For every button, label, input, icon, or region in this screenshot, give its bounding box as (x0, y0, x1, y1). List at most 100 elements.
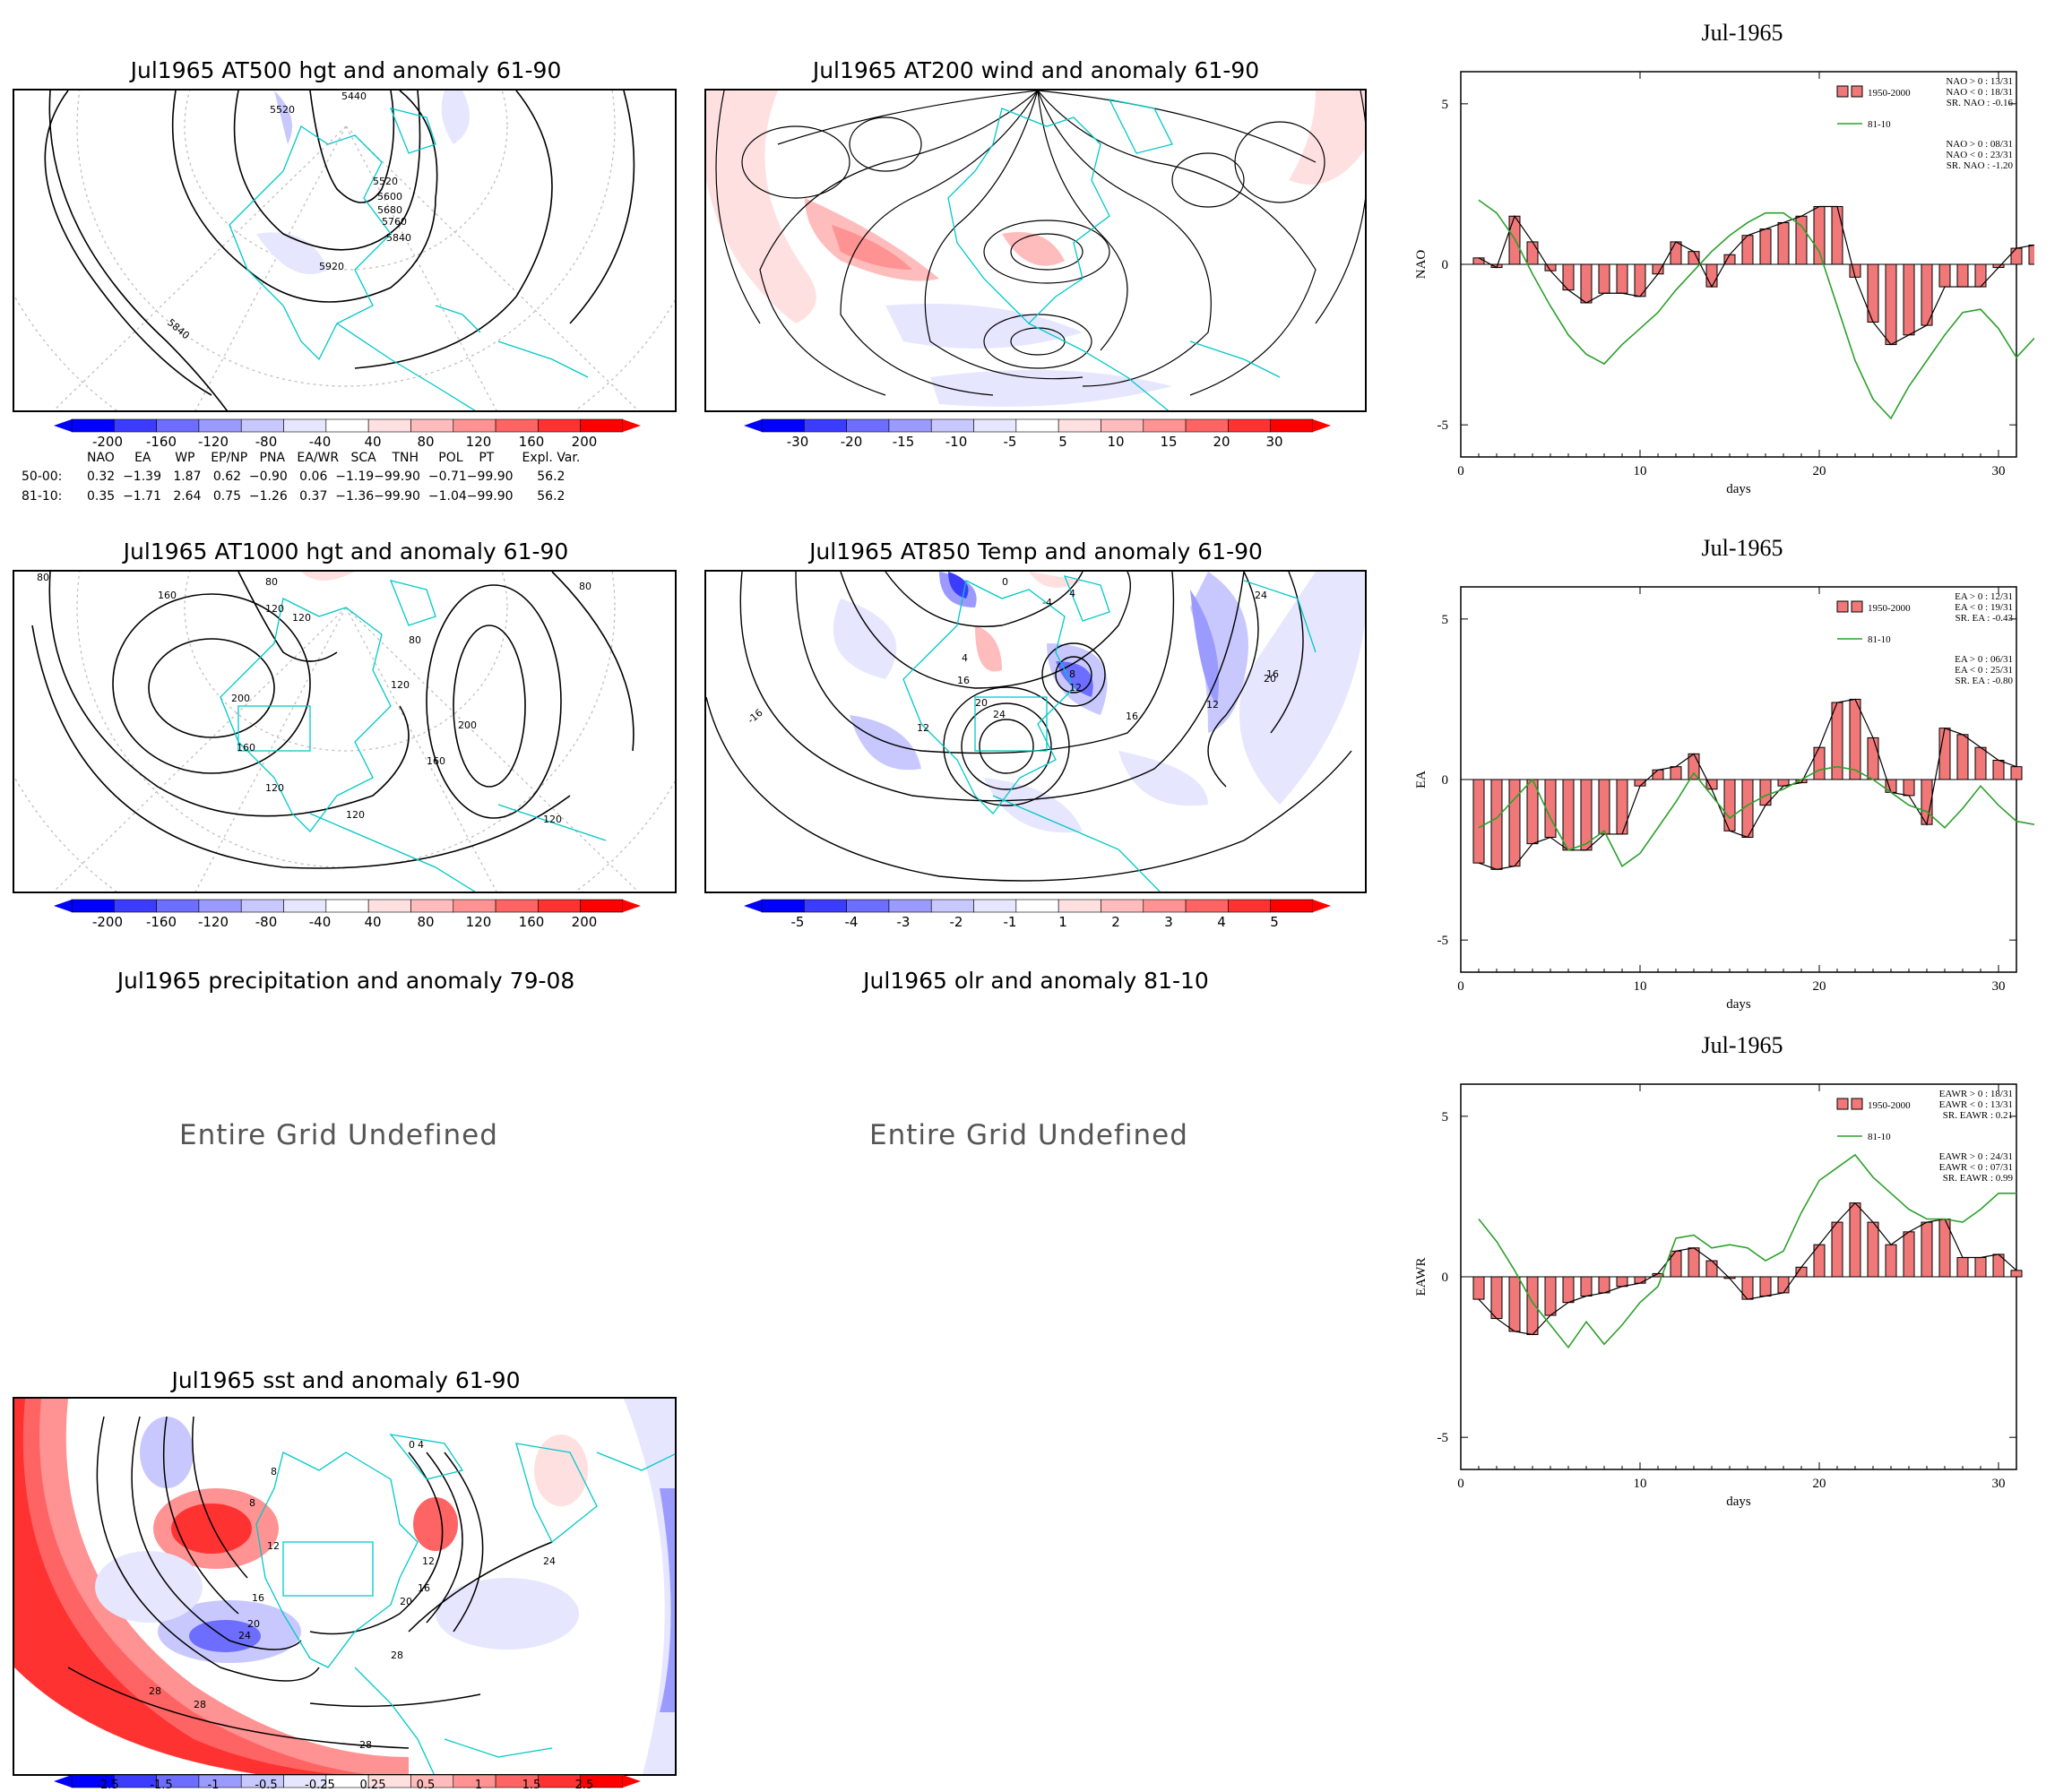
colorbar-swatch (495, 899, 539, 913)
legend-label-bar: 1950-2000 (1868, 88, 1911, 99)
contour-label: 5520 (373, 176, 398, 187)
map-at200-graphic (706, 90, 1365, 410)
x-axis-label: days (1726, 1495, 1751, 1509)
y-tick-label: 5 (1442, 613, 1449, 627)
map-title-olr: Jul1965 olr and anomaly 81-10 (863, 968, 1209, 994)
contour-label: 12 (422, 1555, 435, 1567)
legend-stat: EAWR > 0 : 18/31 (1939, 1089, 2013, 1099)
bar (1938, 728, 1951, 780)
contour-label: 120 (292, 612, 311, 624)
bar (1938, 263, 1951, 288)
bar (1526, 241, 1539, 265)
map-at500-graphic: 5440 5520 5520 5600 5680 5760 5840 5920 … (14, 90, 675, 410)
contour-label: 12 (267, 1540, 280, 1552)
legend-stat: SR. EA : -0.43 (1955, 613, 2014, 624)
map-title-at1000: Jul1965 AT1000 hgt and anomaly 61-90 (123, 538, 569, 564)
contour-label: 24 (238, 1630, 251, 1641)
bar (1759, 1276, 1772, 1297)
bar (1956, 263, 1969, 288)
colorbar-swatch (1270, 418, 1314, 433)
colorbar-swatch (367, 418, 411, 433)
colorbar-swatch (1143, 899, 1187, 913)
x-tick-label: 30 (1992, 464, 2006, 478)
colorbar-tick: 30 (1265, 434, 1283, 450)
contour-label: 24 (543, 1555, 556, 1567)
bar (1526, 1276, 1539, 1335)
bar (1472, 779, 1485, 864)
contour-label: 12 (1069, 682, 1082, 694)
chart-title-eawr: Jul-1965 (1701, 1032, 1783, 1058)
bar (1562, 1276, 1575, 1304)
contour-label: 16 (1266, 668, 1279, 680)
colorbar-tick: 1 (474, 1779, 483, 1792)
colorbar-tick: -1 (207, 1779, 220, 1792)
bar (1777, 1276, 1790, 1294)
colorbar-swatch (71, 899, 115, 913)
map-at850: 0 -4 4 4 8 12 16 20 24 12 16 20 24 16 12… (704, 570, 1367, 893)
colorbar-swatch (114, 418, 157, 433)
colorbar-hgt-1 (54, 418, 641, 433)
colorbar-tick: 1 (1058, 914, 1067, 930)
chart-title-ea: Jul-1965 (1701, 535, 1783, 561)
contour-label: 12 (1206, 699, 1219, 711)
chart-title-nao: Jul-1965 (1701, 20, 1783, 46)
legend-label-line: 81-10 (1868, 1132, 1891, 1142)
colorbar-swatch (804, 899, 847, 913)
colorbar-swatch (240, 899, 284, 913)
colorbar-tick: 2.5 (574, 1779, 594, 1792)
bar (1777, 221, 1790, 265)
y-tick-label: -5 (1437, 934, 1449, 948)
bar (1508, 779, 1521, 867)
bar (1508, 1276, 1521, 1332)
bar (1580, 1276, 1593, 1297)
legend-stat: SR. EAWR : 0.21 (1943, 1110, 2013, 1121)
colorbar-tick: 200 (571, 914, 598, 930)
contour-label: 24 (993, 709, 1006, 720)
bar (1759, 228, 1772, 265)
bar (1885, 263, 1897, 346)
legend-stat: SR. EAWR : 0.99 (1943, 1173, 2014, 1184)
x-tick-label: 30 (1992, 979, 2006, 994)
bar (1490, 779, 1503, 870)
colorbar-tick: -80 (255, 914, 278, 930)
colorbar-tick: 40 (364, 914, 382, 930)
map-at850-graphic: 0 -4 4 4 8 12 16 20 24 12 16 20 24 16 12… (706, 572, 1365, 892)
contour-label: 0 (409, 1439, 415, 1451)
chart-eawr: 5 0 -5 0 10 20 30 days EAWR 1950-2000 81-10 EAWR > … (1414, 1083, 2023, 1509)
colorbar-swatch (1015, 418, 1059, 433)
colorbar-swatch (1101, 418, 1144, 433)
contour-label: 80 (409, 634, 421, 646)
colorbar-swatch (930, 899, 974, 913)
x-tick-label: 10 (1634, 1477, 1647, 1491)
bar (1956, 734, 1969, 780)
bar (1580, 263, 1593, 304)
bar-outline-line (1478, 205, 2034, 346)
series-line-81-10 (1478, 1153, 2016, 1349)
colorbar-swatch (453, 899, 496, 913)
x-tick-label: 0 (1457, 464, 1464, 478)
bar (1705, 263, 1718, 288)
contour-label: 120 (543, 814, 562, 825)
contour-label: 120 (346, 809, 365, 821)
contour-label: 16 (418, 1582, 430, 1594)
colorbar-tick: 5 (1058, 434, 1067, 450)
contour-label: 28 (194, 1699, 206, 1710)
colorbar-tick: -40 (308, 914, 332, 930)
bar (1616, 1276, 1628, 1288)
colorbar-swatch (1058, 899, 1101, 913)
colorbar-tick: 3 (1164, 914, 1173, 930)
colorbar-wind-labels: -30 -20 -15 -10 -5 5 10 15 20 30 (690, 434, 1371, 452)
bar (1616, 263, 1628, 294)
contour-label: 80 (37, 572, 49, 583)
bar (2010, 1270, 2023, 1278)
legend-stat: NAO < 0 : 23/31 (1946, 150, 2013, 160)
bar (1598, 779, 1610, 835)
x-tick-label: 20 (1813, 1477, 1826, 1491)
index-table-row1-label: 50-00: (22, 470, 63, 484)
y-tick-label: 0 (1442, 258, 1449, 272)
colorbar-tick: -3 (896, 914, 911, 930)
colorbar-swatch (283, 899, 327, 913)
colorbar-tick: -2 (949, 914, 963, 930)
bar (2010, 766, 2023, 780)
legend-stat: EA < 0 : 19/31 (1955, 602, 2013, 613)
